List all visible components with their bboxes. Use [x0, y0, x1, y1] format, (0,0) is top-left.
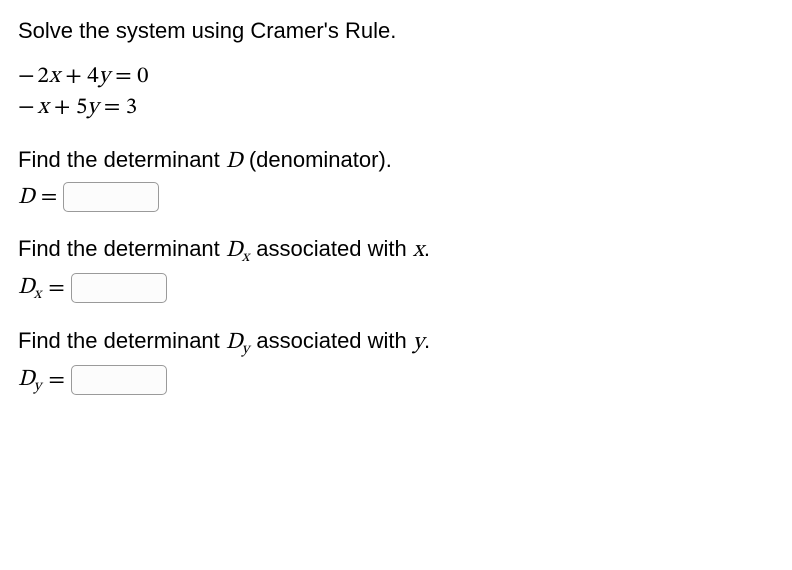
- label-d: D: [18, 183, 35, 212]
- prompt-dy-symbol-sub: y: [242, 341, 250, 357]
- prompt-dy: Find the determinant Dy associated with …: [18, 326, 774, 361]
- label-dy: Dy: [18, 365, 42, 396]
- page-title: Solve the system using Cramer's Rule.: [18, 16, 774, 47]
- prompt-dx-text-b: associated with: [250, 236, 413, 261]
- prompt-d-symbol: D: [226, 150, 243, 173]
- label-dy-sub: y: [34, 378, 42, 394]
- input-dy[interactable]: [71, 365, 167, 395]
- answer-row-dx: Dx =: [18, 273, 774, 304]
- prompt-dy-text-a: Find the determinant: [18, 328, 226, 353]
- prompt-d-text-b: (denominator).: [243, 147, 392, 172]
- prompt-dx-text-c: .: [424, 236, 430, 261]
- prompt-dx-symbol-base: D: [226, 239, 243, 262]
- prompt-dx-symbol-sub: x: [242, 249, 249, 265]
- equals-dy: =: [48, 366, 65, 395]
- label-dy-base: D: [18, 368, 35, 391]
- answer-row-dy: Dy =: [18, 365, 774, 396]
- prompt-dy-symbol-base: D: [226, 331, 243, 354]
- prompt-dx: Find the determinant Dx associated with …: [18, 234, 774, 269]
- prompt-d-text-a: Find the determinant: [18, 147, 226, 172]
- label-dx-base: D: [18, 276, 35, 299]
- prompt-dy-text-c: .: [424, 328, 430, 353]
- answer-row-d: D =: [18, 182, 774, 212]
- prompt-d: Find the determinant D (denominator).: [18, 145, 774, 178]
- input-dx[interactable]: [71, 273, 167, 303]
- input-d[interactable]: [63, 182, 159, 212]
- equation-system: − 2x + 4y = 0 − x + 5y = 3: [18, 61, 774, 123]
- equals-dx: =: [48, 274, 65, 303]
- prompt-dy-var: y: [413, 331, 424, 354]
- prompt-dx-text-a: Find the determinant: [18, 236, 226, 261]
- equation-1: − 2x + 4y = 0: [18, 65, 149, 88]
- label-dx: Dx: [18, 273, 42, 304]
- equation-2: − x + 5y = 3: [18, 96, 137, 119]
- label-dx-sub: x: [34, 286, 41, 302]
- equals-d: =: [41, 183, 58, 212]
- prompt-dy-text-b: associated with: [250, 328, 413, 353]
- prompt-dx-var: x: [413, 239, 424, 262]
